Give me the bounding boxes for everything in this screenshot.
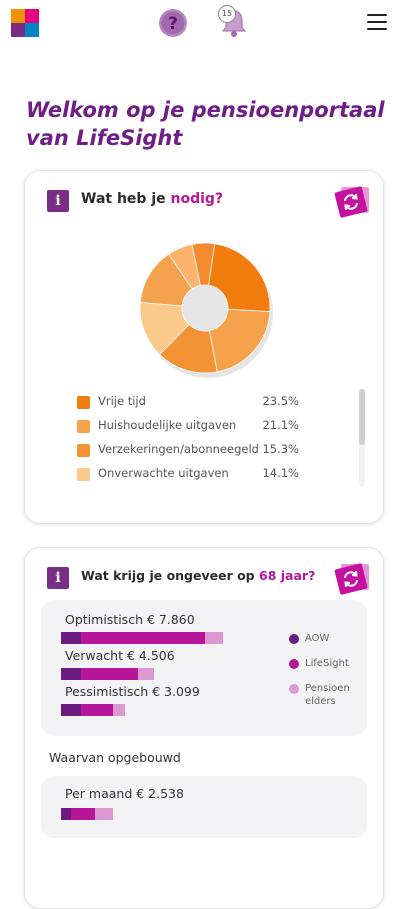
income-card-title: Wat krijg je ongeveer op 68 jaar?	[81, 568, 315, 583]
legend-dot-pensioen-elders	[289, 684, 299, 694]
legend-scrollbar[interactable]	[359, 389, 365, 445]
per-month-box: Per maand € 2.538	[41, 776, 367, 838]
income-card: i Wat krijg je ongeveer op 68 jaar? Opti…	[24, 547, 384, 909]
legend-swatch	[77, 396, 90, 409]
legend-dot-lifesight	[289, 659, 299, 669]
lifesight-logo-icon[interactable]	[11, 9, 39, 37]
bell-icon[interactable]: 15	[218, 5, 250, 38]
top-bar: ? 15	[0, 0, 406, 50]
legend-label: Onverwachte uitgaven	[98, 466, 229, 480]
legend-dot-aow	[289, 634, 299, 644]
page-title-line-2: van LifeSight	[26, 126, 183, 150]
scenario-label-pessimistic: Pessimistisch € 3.099	[65, 684, 200, 699]
projection-box: Optimistisch € 7.860 Verwacht € 4.506 Pe…	[41, 600, 367, 736]
legend-item[interactable]: Verzekeringen/abonneegeld 15.3%	[77, 439, 299, 463]
legend-label-pensioen-elders: Pensioen elders	[305, 683, 350, 707]
page-title-line-1: Welkom op je pensioenportaal	[26, 98, 385, 122]
legend-swatch	[77, 420, 90, 433]
opgebouwd-label: Waarvan opgebouwd	[49, 750, 181, 765]
bar-segment-aow	[61, 808, 71, 820]
donut-slice[interactable]	[208, 308, 271, 373]
legend-label-lifesight: LifeSight	[305, 658, 349, 669]
donut-slice[interactable]	[191, 242, 216, 286]
page-title: Welkom op je pensioenportaal van LifeSig…	[26, 96, 386, 152]
legend-percentage: 23.5%	[262, 394, 299, 408]
hamburger-menu-icon[interactable]	[367, 14, 387, 32]
bar-segment-lifesight	[71, 808, 95, 820]
legend-item[interactable]: Onverwachte uitgaven 14.1%	[77, 463, 299, 487]
refresh-card-icon[interactable]	[334, 183, 374, 219]
bar-segment-lifesight	[81, 704, 113, 716]
bar-segment-elders	[138, 668, 154, 680]
legend-label-aow: AOW	[305, 633, 330, 644]
donut-slice[interactable]	[207, 243, 271, 313]
income-title-prefix: Wat krijg je ongeveer op	[81, 568, 259, 583]
legend-percentage: 15.3%	[262, 442, 299, 456]
bar-segment-lifesight	[81, 668, 138, 680]
legend-label: Huishoudelijke uitgaven	[98, 418, 237, 432]
needs-title-highlight: nodig?	[170, 191, 224, 207]
info-icon[interactable]: i	[47, 190, 69, 212]
legend-percentage: 14.1%	[262, 466, 299, 480]
legend-label: Vrije tijd	[98, 394, 146, 408]
svg-text:?: ?	[168, 14, 178, 34]
legend-percentage: 21.1%	[262, 418, 299, 432]
per-month-label: Per maand € 2.538	[65, 786, 184, 801]
needs-card-title: Wat heb je nodig?	[81, 191, 223, 207]
bar-segment-elders	[113, 704, 125, 716]
legend-item[interactable]: Huishoudelijke uitgaven 21.1%	[77, 415, 299, 439]
bar-segment-lifesight	[81, 632, 205, 644]
bar-segment-elders	[205, 632, 223, 644]
income-title-highlight: 68 jaar?	[259, 568, 316, 583]
legend-label: Verzekeringen/abonneegeld	[98, 442, 259, 456]
legend-swatch	[77, 444, 90, 457]
notification-count-badge: 15	[218, 5, 236, 23]
info-icon[interactable]: i	[47, 567, 69, 589]
needs-donut-chart	[139, 242, 273, 378]
question-mark-icon[interactable]: ?	[158, 8, 188, 38]
scenario-label-expected: Verwacht € 4.506	[65, 648, 175, 663]
refresh-card-icon[interactable]	[334, 560, 374, 596]
bar-segment-elders	[95, 808, 113, 820]
needs-title-prefix: Wat heb je	[81, 191, 171, 207]
bar-segment-aow	[61, 668, 81, 680]
needs-legend: Vrije tijd 23.5% Huishoudelijke uitgaven 21…	[77, 391, 299, 487]
scenario-label-optimistic: Optimistisch € 7.860	[65, 612, 195, 627]
bar-segment-aow	[61, 704, 81, 716]
bar-segment-aow	[61, 632, 81, 644]
needs-card: i Wat heb je nodig? Vrije tijd 23.5% Huish…	[24, 170, 384, 524]
legend-item[interactable]: Vrije tijd 23.5%	[77, 391, 299, 415]
legend-swatch	[77, 468, 90, 481]
